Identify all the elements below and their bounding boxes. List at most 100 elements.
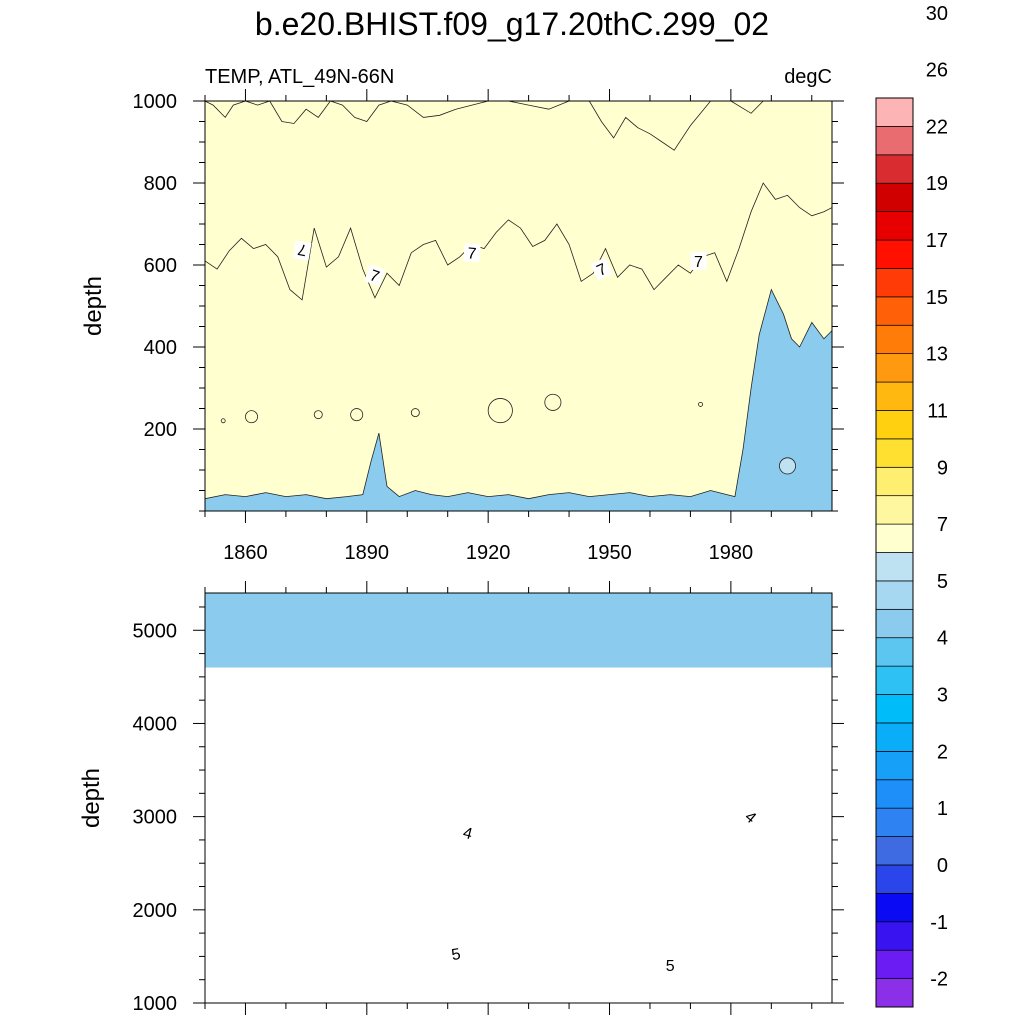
contour-label: 7 — [292, 240, 312, 261]
colorbar-box — [875, 239, 914, 269]
y-tick-label: 200 — [144, 419, 177, 441]
colorbar-label: 26 — [926, 60, 948, 82]
upper-left-title: TEMP, ATL_49N-66N — [205, 66, 394, 88]
warm-lens — [220, 418, 226, 424]
colorbar-label: 5 — [937, 571, 948, 593]
upper-ylabel: depth — [80, 276, 107, 336]
colorbar-frame — [875, 97, 914, 1008]
colorbar-box — [875, 324, 914, 355]
colorbar-box — [875, 552, 914, 582]
colorbar: -2 -1 0 1 2 3 4 5 7 9 11 13 15 17 19 22 26 30 — [875, 3, 948, 1008]
colorbar-box — [875, 864, 914, 894]
warm-lens — [487, 398, 513, 424]
lower-ylabel: depth — [78, 768, 105, 828]
contour-label-text: 7 — [467, 245, 477, 263]
contour-label: 5 — [446, 943, 466, 964]
contour-label: 7 — [463, 243, 481, 263]
colorbar-box — [875, 381, 914, 411]
warm-lens — [698, 401, 703, 407]
contour-label-bg — [590, 257, 613, 281]
colorbar-label: 22 — [926, 116, 948, 138]
colorbar-box — [875, 580, 914, 610]
colorbar-label: -1 — [930, 912, 948, 934]
warm-lens — [313, 410, 323, 420]
cold-patch — [779, 457, 796, 475]
colorbar-box — [875, 608, 914, 639]
warm-lens — [245, 410, 258, 424]
colorbar-box — [875, 637, 914, 667]
colorbar-box — [875, 495, 914, 525]
y-tick-label: 600 — [144, 255, 177, 277]
colorbar-label: 19 — [926, 173, 948, 195]
colorbar-label: 7 — [937, 514, 948, 536]
isotherm-line — [205, 182, 832, 301]
colorbar-box — [875, 949, 914, 979]
colorbar-box — [875, 268, 914, 298]
colorbar-box — [875, 893, 914, 923]
figure-title: b.e20.BHIST.f09_g17.20thC.299_02 — [255, 6, 769, 42]
contour-label-bg — [739, 804, 764, 829]
lower-panel: 5 5 4 4 1000 2000 3000 4000 5000 — [133, 581, 844, 1015]
no-data-area — [205, 667, 832, 1003]
x-tick-label: 1920 — [466, 542, 511, 564]
warm-lens — [350, 408, 364, 422]
colorbar-box — [875, 182, 914, 212]
colorbar-box — [875, 978, 914, 1008]
colorbar-box — [875, 722, 914, 752]
y-tick-label: 1000 — [133, 91, 178, 113]
colorbar-label: 15 — [926, 287, 948, 309]
upper-panel: 7 7 7 7 7 1860 1890 1920 1950 1980 200 400 600 800 100… — [133, 89, 844, 564]
colorbar-label: 3 — [937, 685, 948, 707]
contour-label: 4 — [739, 804, 764, 829]
colorbar-box — [875, 438, 914, 468]
panel-frame — [204, 592, 833, 1004]
colorbar-box — [875, 779, 914, 809]
contour-label-text: 7 — [296, 240, 308, 258]
colorbar-label: 1 — [937, 798, 948, 820]
warm-surface-layer — [205, 101, 832, 500]
contour-label-text: 5 — [666, 958, 675, 975]
x-tick-label: 1890 — [345, 542, 390, 564]
upper-right-title: degC — [784, 66, 832, 88]
warm-lens — [544, 393, 562, 411]
contour-label: 7 — [590, 257, 613, 281]
colorbar-label: -2 — [930, 969, 948, 991]
colorbar-box — [875, 836, 914, 866]
contour-label-bg — [446, 943, 466, 964]
contour-label-bg — [690, 251, 707, 270]
contour-label-text: 4 — [461, 825, 474, 844]
colorbar-label: 0 — [937, 855, 948, 877]
colorbar-label: 11 — [927, 400, 948, 422]
y-tick-label: 4000 — [133, 713, 178, 735]
colorbar-label: 30 — [926, 3, 948, 25]
contour-label-bg — [457, 821, 478, 844]
colorbar-box — [875, 97, 914, 127]
contour-label-text: 5 — [450, 946, 462, 964]
y-tick-label: 5000 — [133, 620, 178, 642]
contour-label-text: 7 — [694, 254, 703, 271]
colorbar-box — [875, 296, 914, 326]
y-tick-label: 400 — [144, 337, 177, 359]
plot-area: 7 7 7 7 7 — [205, 101, 832, 511]
contour-label-bg — [364, 264, 386, 287]
y-tick-label: 1000 — [133, 993, 178, 1015]
warm-lens — [410, 408, 420, 418]
contour-label: 4 — [457, 821, 478, 844]
colorbar-label: 4 — [937, 628, 948, 650]
plot-area: 5 5 4 4 — [205, 593, 832, 1003]
contour-label-bg — [463, 243, 481, 263]
colorbar-label: 17 — [926, 230, 948, 252]
y-tick-label: 2000 — [133, 900, 178, 922]
x-tick-label: 1950 — [587, 542, 632, 564]
x-tick-label: 1860 — [223, 542, 268, 564]
colorbar-box — [875, 410, 914, 440]
colorbar-label: 13 — [926, 344, 948, 366]
colorbar-box — [875, 921, 914, 951]
colorbar-box — [875, 750, 914, 781]
colorbar-box — [875, 694, 914, 724]
colorbar-box — [875, 665, 914, 695]
colorbar-label: 9 — [937, 457, 948, 479]
y-tick-label: 3000 — [133, 807, 178, 829]
colorbar-box — [875, 807, 914, 837]
